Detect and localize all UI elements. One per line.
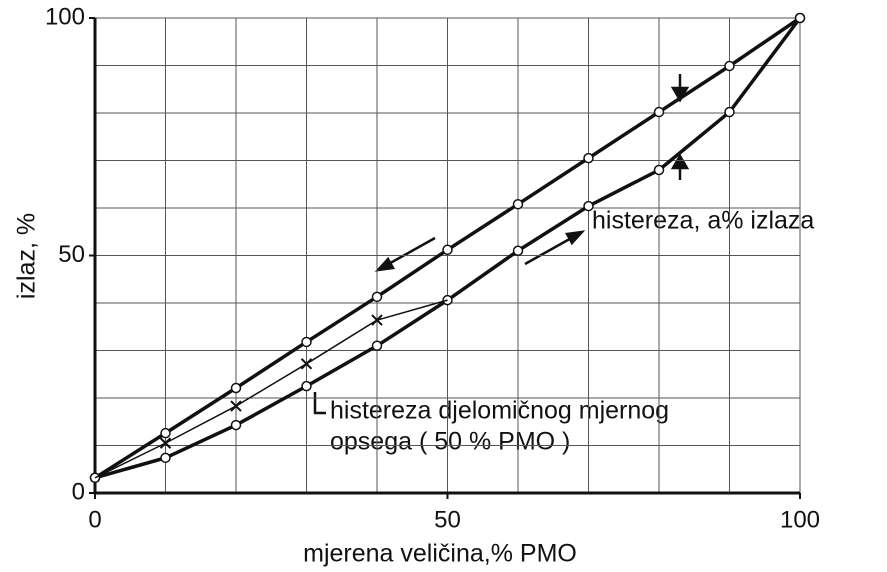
x-axis-label: mjerena veličina,% PMO [303,540,577,568]
marker [583,152,594,164]
marker [371,291,383,303]
annotation: opsega ( 50 % PMO ) [330,428,570,456]
marker [300,358,313,370]
annotation: histereza, a% izlaza [592,207,814,235]
marker [301,380,312,392]
x-tick-label: 0 [88,506,101,533]
y-tick-label: 0 [72,478,85,505]
marker [653,106,665,118]
arrows [313,74,690,415]
marker [230,419,242,431]
marker [160,427,171,439]
marker [230,382,242,394]
marker [160,452,171,464]
marker [653,164,665,176]
marker [724,60,735,72]
y-axis-label: izlaz, % [13,213,41,299]
marker [371,340,383,351]
marker [583,200,594,212]
marker [301,336,312,348]
marker [159,437,172,449]
x-tick-label: 50 [434,506,461,533]
annotation: histereza djelomičnog mjernog [330,397,669,425]
marker [230,400,242,412]
marker [794,12,806,24]
marker [724,106,735,118]
y-tick-label: 100 [45,3,85,30]
marker [371,314,383,326]
marker [512,198,524,210]
y-tick-label: 50 [58,241,85,268]
marker [442,244,453,256]
marker [512,245,524,256]
series-line [94,299,448,479]
x-tick-label: 100 [780,506,820,533]
